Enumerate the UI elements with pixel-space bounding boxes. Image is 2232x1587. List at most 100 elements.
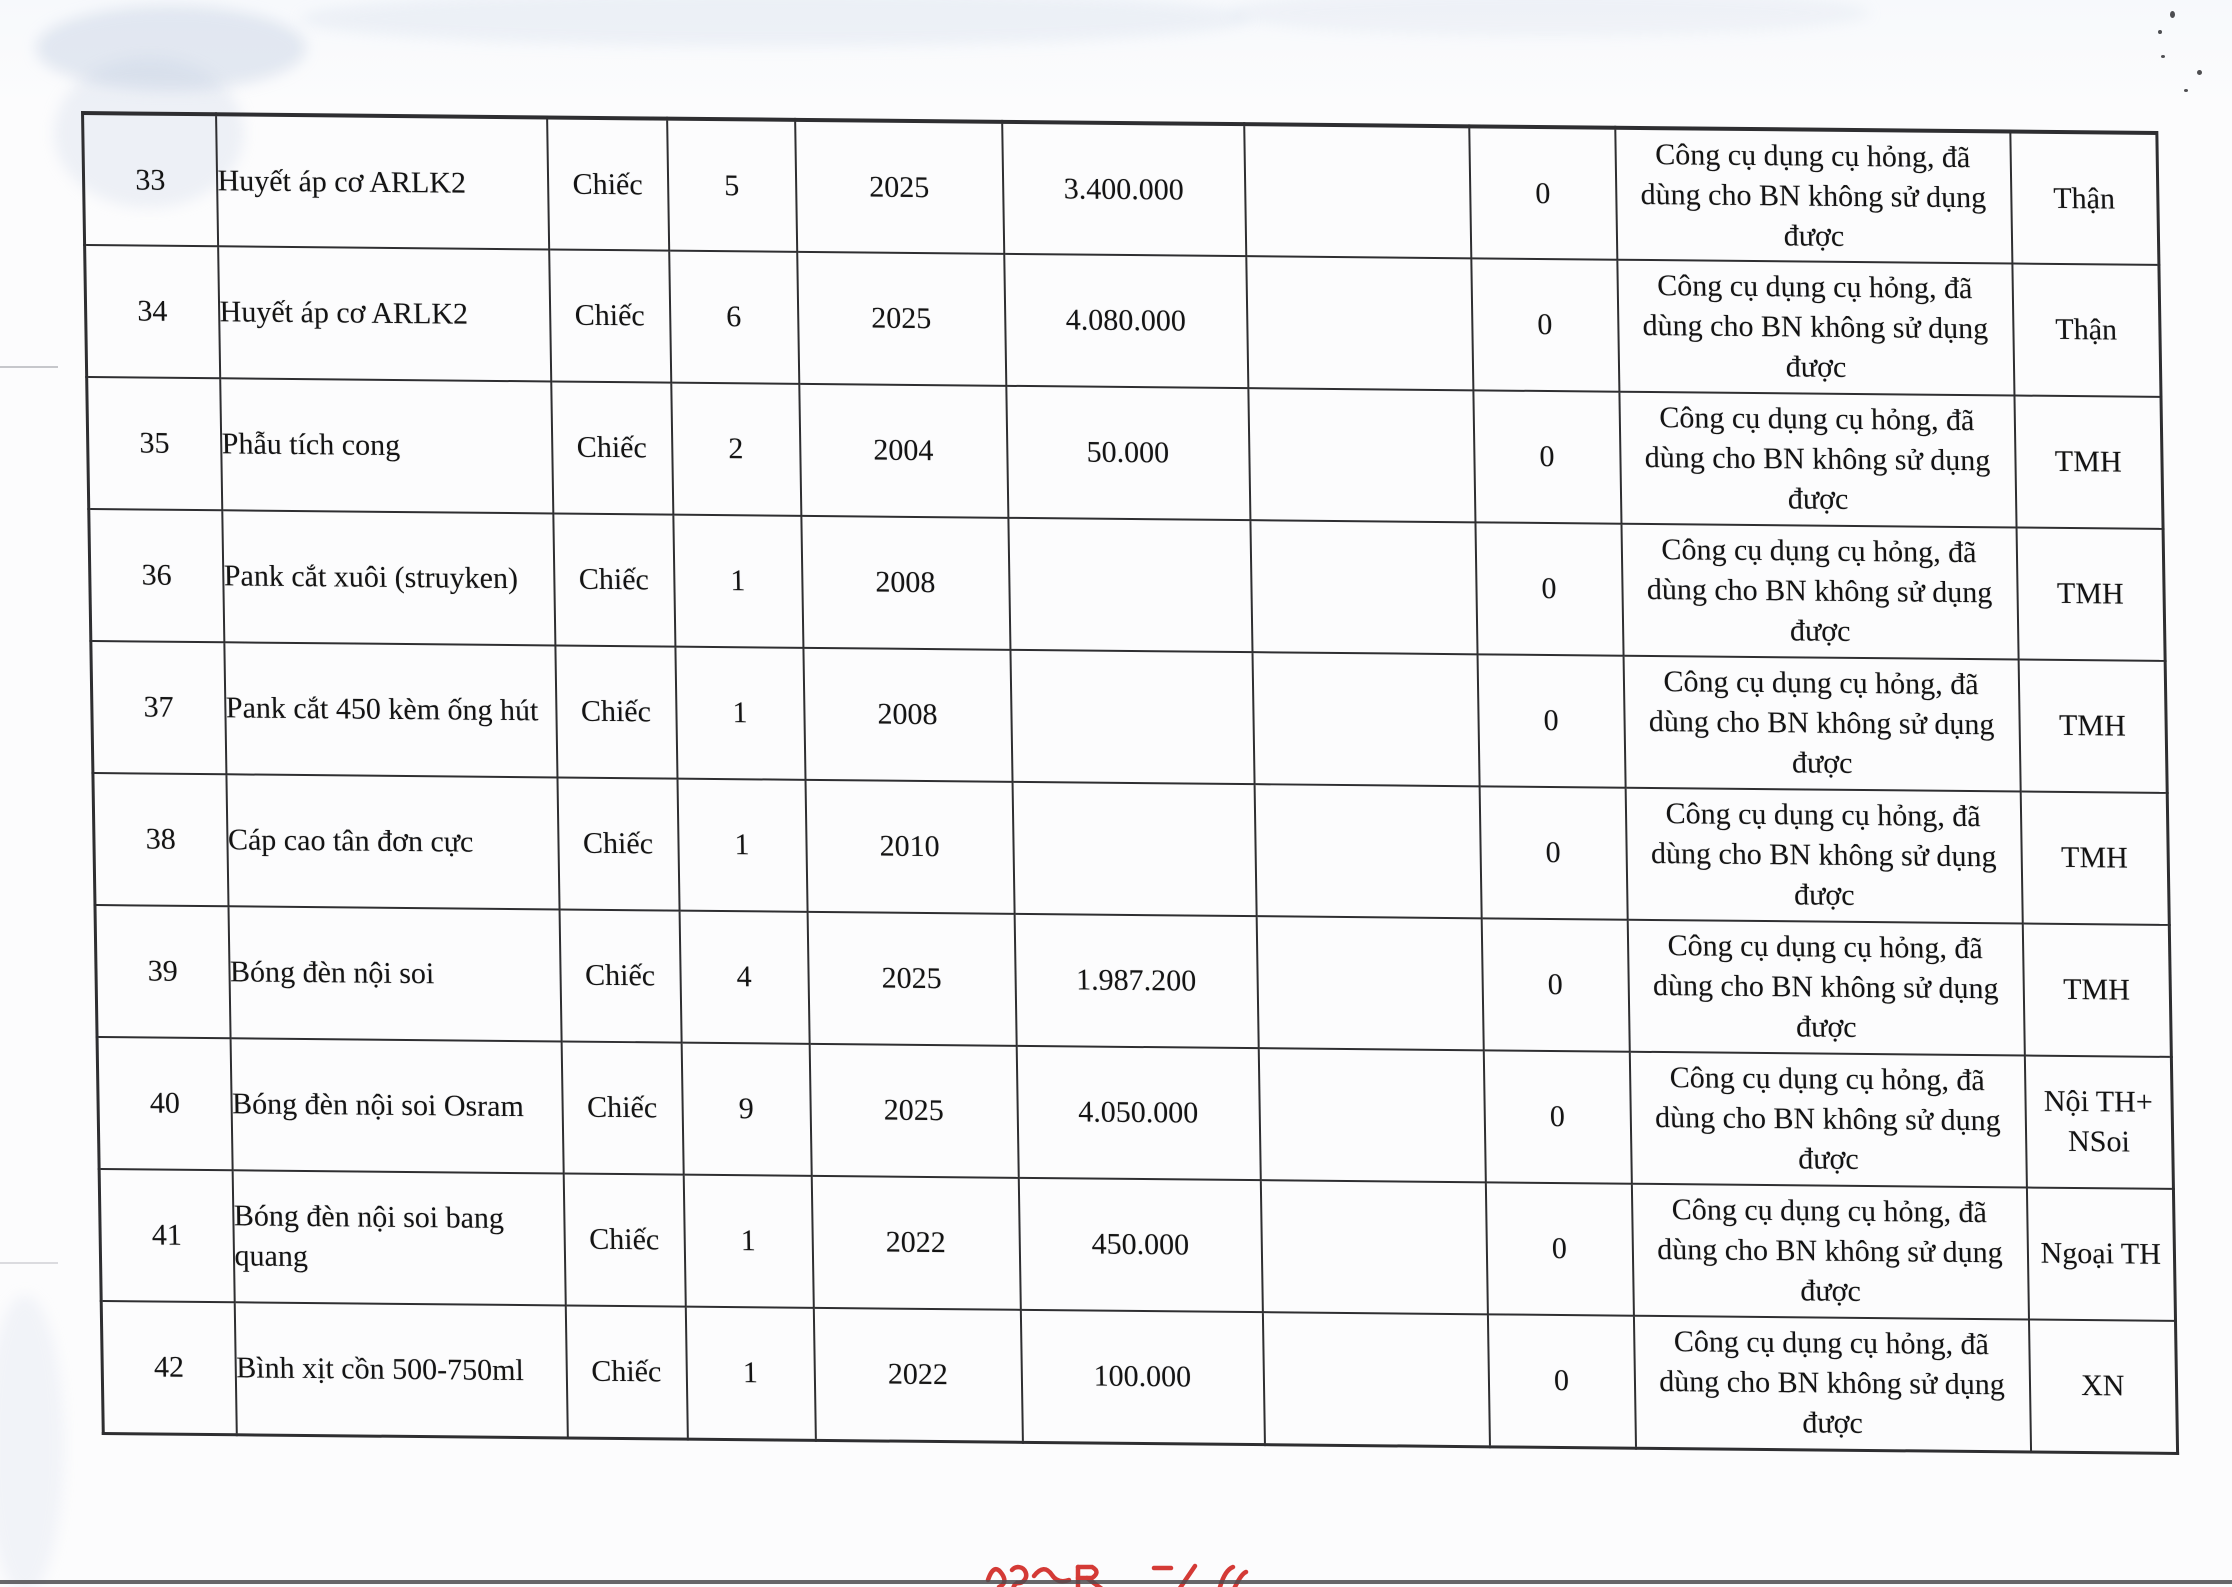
scan-smudge bbox=[0, 1295, 64, 1587]
cell-unit: Chiếc bbox=[546, 117, 669, 251]
cell-department: Ngoại TH bbox=[2026, 1187, 2176, 1321]
cell-reason: Công cụ dụng cụ hỏng, đã dùng cho BN khô… bbox=[1614, 127, 2012, 264]
cell-year: 2004 bbox=[798, 383, 1008, 518]
cell-price: 4.080.000 bbox=[1003, 253, 1248, 389]
cell-quantity: 4 bbox=[679, 910, 810, 1044]
table-row: 35 Phẫu tích cong Chiếc 2 2004 50.000 0 … bbox=[86, 377, 2164, 529]
cell-blank bbox=[1247, 388, 1475, 523]
cell-item-name: Bình xịt cồn 500-750ml bbox=[234, 1302, 568, 1438]
cell-department: Nội TH+ NSoi bbox=[2024, 1055, 2174, 1189]
scan-fold-line bbox=[0, 366, 58, 368]
dust-speck bbox=[2197, 70, 2202, 75]
cell-zero-value: 0 bbox=[1479, 786, 1628, 920]
cell-reason: Công cụ dụng cụ hỏng, đã dùng cho BN khô… bbox=[1627, 919, 2025, 1056]
inventory-table-body: 33 Huyết áp cơ ARLK2 Chiếc 5 2025 3.400.… bbox=[82, 113, 2178, 1453]
table-row: 38 Cáp cao tân đơn cực Chiếc 1 2010 0 Cô… bbox=[92, 773, 2170, 925]
cell-zero-value: 0 bbox=[1483, 1050, 1632, 1184]
cell-department: TMH bbox=[2018, 659, 2168, 793]
cell-blank bbox=[1260, 1180, 1488, 1315]
cell-department: TMH bbox=[2016, 527, 2166, 661]
cell-quantity: 9 bbox=[681, 1042, 812, 1176]
cell-zero-value: 0 bbox=[1474, 522, 1624, 656]
cell-zero-value: 0 bbox=[1468, 126, 1617, 260]
inventory-table: 33 Huyết áp cơ ARLK2 Chiếc 5 2025 3.400.… bbox=[81, 111, 2180, 1455]
cell-unit: Chiếc bbox=[559, 909, 682, 1043]
cell-department: Thận bbox=[2011, 263, 2161, 397]
cell-department: Thận bbox=[2009, 131, 2159, 265]
cell-reason: Công cụ dụng cụ hỏng, đã dùng cho BN khô… bbox=[1618, 391, 2017, 528]
cell-row-number: 36 bbox=[88, 509, 224, 643]
table-row: 37 Pank cắt 450 kèm ống hút Chiếc 1 2008… bbox=[90, 641, 2168, 793]
cell-row-number: 41 bbox=[99, 1169, 235, 1303]
cell-unit: Chiếc bbox=[556, 777, 680, 911]
cell-quantity: 1 bbox=[685, 1306, 816, 1440]
cell-price: 450.000 bbox=[1018, 1177, 1263, 1313]
cell-blank bbox=[1258, 1048, 1486, 1183]
cell-item-name: Bóng đèn nội soi Osram bbox=[230, 1038, 564, 1174]
cell-price: 50.000 bbox=[1005, 385, 1250, 521]
cell-price: 4.050.000 bbox=[1016, 1045, 1261, 1181]
cell-blank bbox=[1252, 652, 1480, 787]
cell-row-number: 34 bbox=[84, 245, 220, 379]
cell-department: TMH bbox=[2022, 923, 2172, 1057]
cell-item-name: Cáp cao tân đơn cực bbox=[225, 774, 560, 910]
cell-quantity: 2 bbox=[670, 382, 801, 516]
cell-item-name: Bóng đèn nội soi bbox=[227, 906, 562, 1042]
cell-blank bbox=[1256, 916, 1484, 1051]
cell-unit: Chiếc bbox=[561, 1041, 684, 1175]
cell-unit: Chiếc bbox=[565, 1305, 688, 1439]
cell-reason: Công cụ dụng cụ hỏng, đã dùng cho BN khô… bbox=[1625, 787, 2023, 924]
cell-item-name: Bóng đèn nội soi bang quang bbox=[232, 1170, 566, 1306]
table-row: 36 Pank cắt xuôi (struyken) Chiếc 1 2008… bbox=[88, 509, 2166, 661]
cell-unit: Chiếc bbox=[552, 513, 675, 647]
scanner-edge-line bbox=[0, 1580, 2232, 1584]
cell-blank bbox=[1249, 520, 1478, 655]
cell-price: 3.400.000 bbox=[1001, 121, 1246, 257]
cell-year: 2008 bbox=[800, 515, 1010, 650]
cell-year: 2025 bbox=[807, 911, 1017, 1046]
cell-year: 2025 bbox=[809, 1043, 1019, 1178]
cell-reason: Công cụ dụng cụ hỏng, đã dùng cho BN khô… bbox=[1616, 259, 2014, 396]
cell-reason: Công cụ dụng cụ hỏng, đã dùng cho BN khô… bbox=[1633, 1315, 2031, 1452]
cell-zero-value: 0 bbox=[1487, 1314, 1636, 1448]
cell-year: 2022 bbox=[813, 1307, 1023, 1442]
cell-reason: Công cụ dụng cụ hỏng, đã dùng cho BN khô… bbox=[1631, 1183, 2029, 1320]
cell-department: TMH bbox=[2020, 791, 2170, 925]
cell-price: 100.000 bbox=[1020, 1309, 1265, 1445]
cell-zero-value: 0 bbox=[1472, 390, 1621, 524]
cell-year: 2025 bbox=[794, 119, 1004, 254]
cell-quantity: 6 bbox=[668, 250, 799, 384]
cell-zero-value: 0 bbox=[1470, 258, 1619, 392]
table-row: 40 Bóng đèn nội soi Osram Chiếc 9 2025 4… bbox=[97, 1037, 2174, 1189]
table-row: 34 Huyết áp cơ ARLK2 Chiếc 6 2025 4.080.… bbox=[84, 245, 2161, 397]
table-row: 41 Bóng đèn nội soi bang quang Chiếc 1 2… bbox=[99, 1169, 2176, 1321]
cell-unit: Chiếc bbox=[550, 381, 673, 515]
cell-reason: Công cụ dụng cụ hỏng, đã dùng cho BN khô… bbox=[1620, 523, 2019, 660]
cell-quantity: 1 bbox=[676, 778, 808, 912]
cell-row-number: 38 bbox=[92, 773, 228, 907]
cell-item-name: Phẫu tích cong bbox=[219, 378, 553, 514]
table-row: 39 Bóng đèn nội soi Chiếc 4 2025 1.987.2… bbox=[94, 905, 2172, 1057]
cell-item-name: Huyết áp cơ ARLK2 bbox=[217, 246, 551, 382]
cell-row-number: 40 bbox=[97, 1037, 233, 1171]
cell-blank bbox=[1245, 256, 1473, 391]
cell-quantity: 1 bbox=[674, 646, 806, 780]
cell-item-name: Pank cắt xuôi (struyken) bbox=[221, 510, 555, 646]
cell-price bbox=[1009, 649, 1255, 785]
cell-year: 2010 bbox=[805, 779, 1015, 914]
scan-smudge bbox=[300, 0, 1250, 46]
cell-unit: Chiếc bbox=[548, 249, 671, 383]
cell-department: XN bbox=[2028, 1319, 2178, 1453]
cell-quantity: 1 bbox=[672, 514, 803, 648]
cell-blank bbox=[1254, 784, 1482, 919]
scan-smudge bbox=[36, 6, 306, 90]
cell-row-number: 35 bbox=[86, 377, 222, 511]
cell-zero-value: 0 bbox=[1485, 1182, 1634, 1316]
cell-reason: Công cụ dụng cụ hỏng, đã dùng cho BN khô… bbox=[1629, 1051, 2027, 1188]
scan-smudge bbox=[1230, 0, 1870, 36]
cell-quantity: 5 bbox=[666, 118, 797, 252]
dust-speck bbox=[2161, 55, 2165, 58]
cell-reason: Công cụ dụng cụ hỏng, đã dùng cho BN khô… bbox=[1623, 655, 2021, 792]
cell-year: 2008 bbox=[802, 647, 1013, 782]
